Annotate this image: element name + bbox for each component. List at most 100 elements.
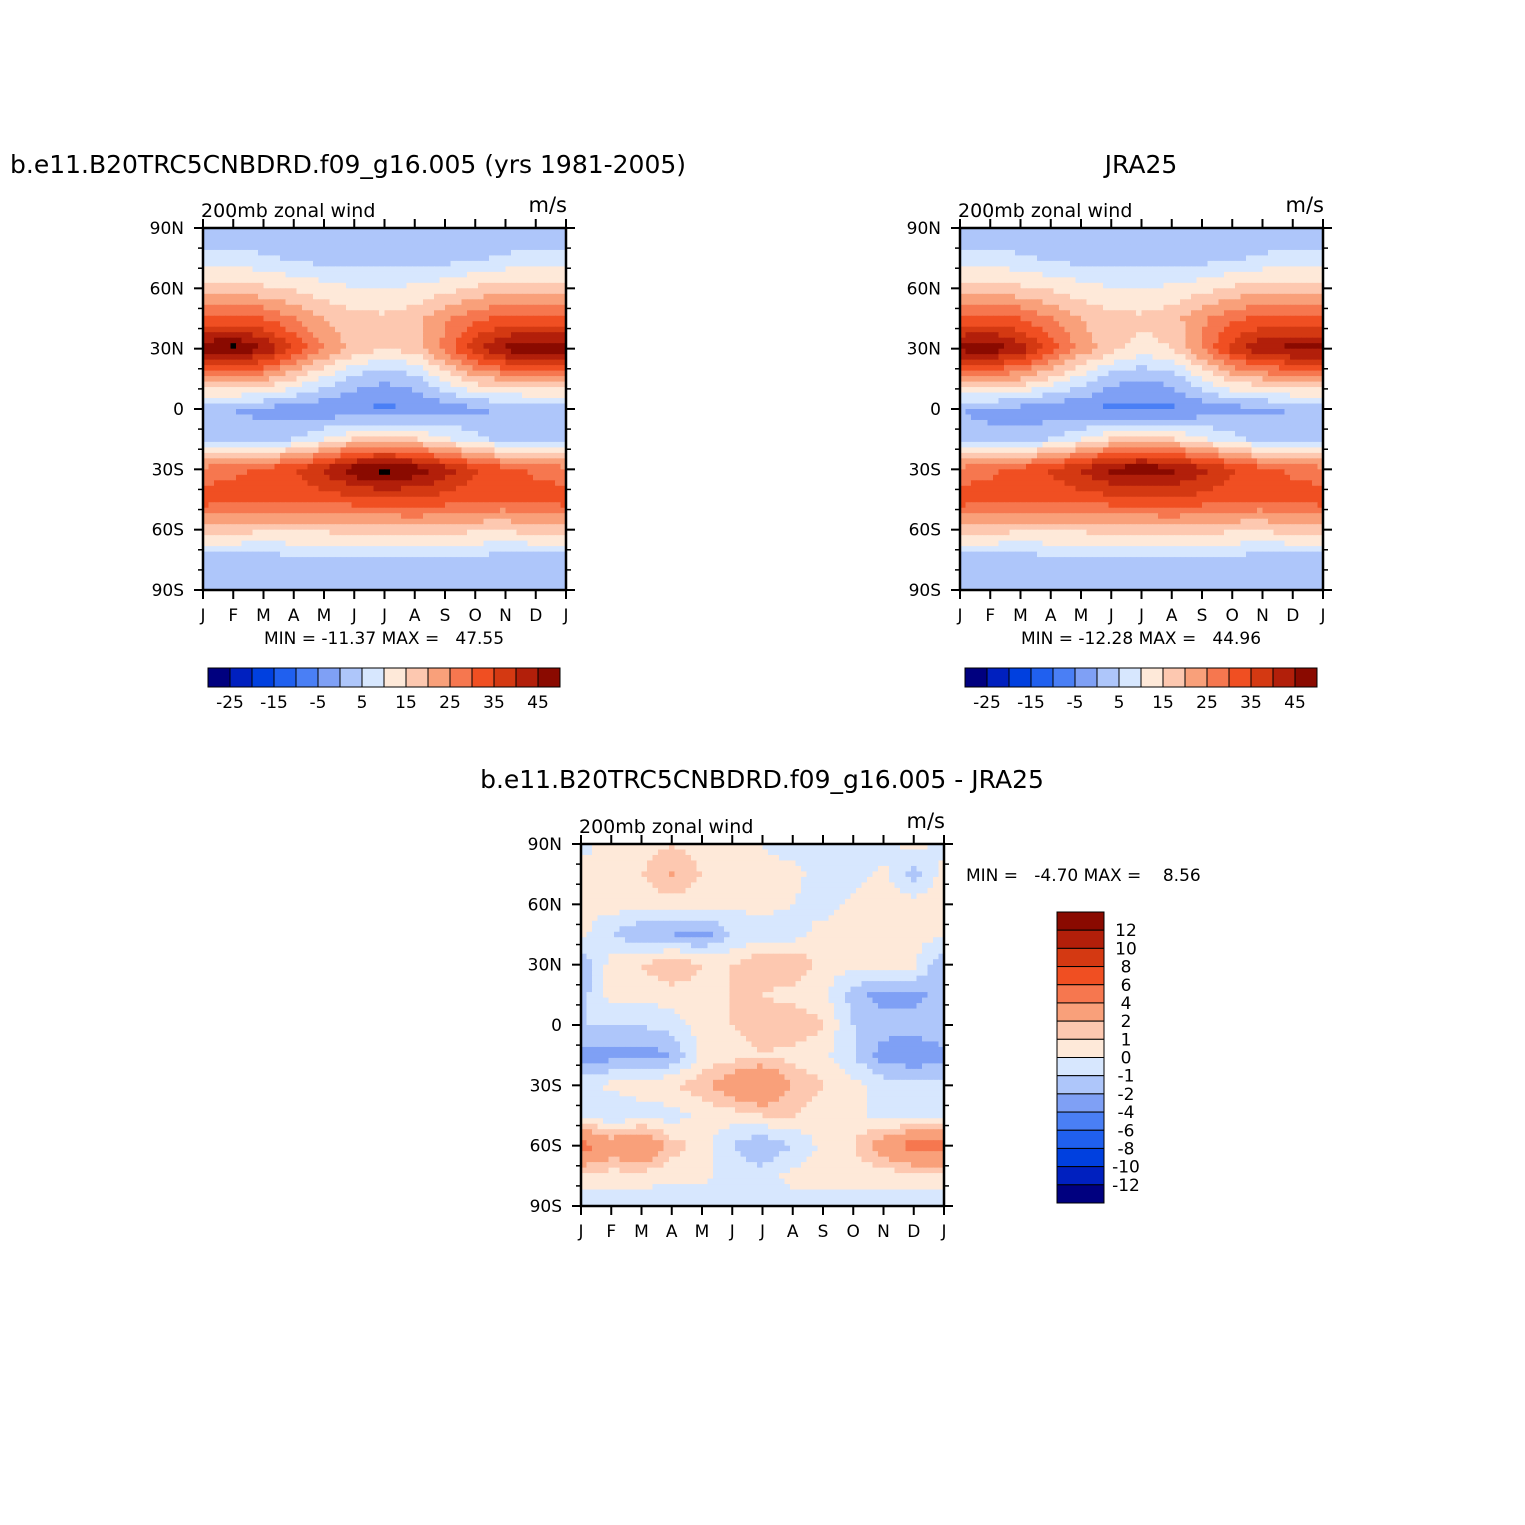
contour-cell (351, 480, 358, 487)
contour-cell (225, 513, 232, 520)
contour-cell (219, 463, 226, 470)
contour-cell (401, 381, 408, 388)
contour-cell (1125, 266, 1132, 273)
contour-cell (500, 474, 507, 481)
contour-cell (373, 403, 380, 410)
contour-cell (549, 337, 556, 344)
contour-cell (236, 293, 243, 300)
contour-cell (313, 343, 320, 350)
contour-cell (489, 480, 496, 487)
contour-cell (1240, 244, 1247, 251)
contour-cell (318, 299, 325, 306)
contour-cell (478, 535, 485, 542)
contour-cell (533, 463, 540, 470)
contour-cell (225, 392, 232, 399)
contour-cell (362, 469, 369, 476)
contour-cell (467, 474, 474, 481)
contour-cell (483, 430, 490, 438)
contour-cell (247, 288, 254, 295)
contour-cell (560, 452, 567, 459)
contour-cell (1037, 260, 1044, 267)
contour-cell (346, 359, 353, 366)
contour-cell (390, 315, 397, 322)
contour-cell (478, 551, 485, 558)
contour-cell (252, 343, 259, 350)
contour-cell (417, 436, 424, 443)
contour-cell (318, 249, 325, 257)
contour-cell (280, 546, 287, 553)
contour-cell (456, 480, 463, 487)
contour-cell (511, 441, 518, 448)
contour-cell (1097, 238, 1104, 246)
contour-cell (401, 474, 408, 481)
contour-cell (445, 249, 452, 257)
contour-cell (379, 359, 386, 366)
contour-cell (346, 414, 353, 421)
contour-cell (1114, 266, 1121, 273)
contour-cell (527, 524, 534, 531)
contour-cell (401, 551, 408, 558)
contour-cell (357, 513, 364, 520)
contour-cell (307, 496, 314, 503)
contour-cell (478, 425, 485, 432)
contour-cell (302, 398, 309, 405)
contour-cell (203, 244, 210, 251)
contour-cell (379, 579, 386, 586)
contour-cell (434, 288, 441, 295)
contour-cell (467, 458, 474, 465)
contour-cell (511, 370, 518, 377)
contour-cell (555, 568, 562, 575)
contour-cell (236, 568, 243, 575)
contour-cell (538, 568, 545, 575)
contour-cell (445, 474, 452, 481)
contour-cell (439, 228, 446, 235)
contour-cell (417, 343, 424, 350)
contour-cell (533, 502, 540, 509)
contour-cell (362, 502, 369, 509)
contour-cell (467, 430, 474, 438)
contour-cell (461, 480, 468, 487)
contour-cell (456, 326, 463, 333)
contour-cell (450, 277, 457, 284)
contour-cell (296, 321, 303, 328)
contour-cell (533, 403, 540, 410)
contour-cell (252, 228, 259, 235)
contour-cell (395, 249, 402, 257)
contour-cell (423, 321, 430, 328)
contour-cell (533, 310, 540, 317)
contour-cell (340, 359, 347, 366)
contour-cell (247, 507, 254, 514)
contour-cell (516, 491, 523, 498)
contour-cell (1086, 266, 1093, 273)
contour-cell (976, 266, 983, 273)
contour-cell (439, 233, 446, 240)
contour-cell (1064, 255, 1071, 262)
contour-cell (417, 315, 424, 322)
contour-cell (439, 321, 446, 328)
contour-cell (1108, 249, 1115, 257)
contour-cell (489, 244, 496, 251)
contour-cell (362, 255, 369, 262)
contour-cell (478, 403, 485, 410)
contour-cell (461, 469, 468, 476)
contour-cell (450, 485, 457, 492)
contour-cell (313, 518, 320, 525)
contour-cell (549, 524, 556, 531)
contour-cell (1295, 260, 1302, 267)
contour-cell (1191, 228, 1198, 235)
contour-cell (467, 513, 474, 520)
contour-cell (472, 518, 479, 525)
contour-cell (263, 403, 270, 410)
contour-cell (357, 535, 364, 542)
contour-cell (533, 343, 540, 350)
contour-cell (313, 321, 320, 328)
contour-cell (362, 337, 369, 344)
contour-cell (252, 315, 259, 322)
contour-cell (1235, 238, 1242, 246)
contour-cell (533, 452, 540, 459)
contour-cell (252, 271, 259, 278)
contour-cell (549, 321, 556, 328)
contour-cell (428, 452, 435, 459)
contour-cell (516, 557, 523, 564)
contour-cell (340, 485, 347, 492)
